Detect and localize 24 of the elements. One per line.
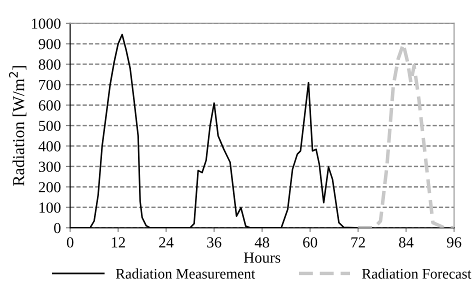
y-tick-label: 300 (38, 162, 61, 172)
x-tick-label: 36 (207, 237, 222, 248)
legend-label: Radiation Forecast (362, 268, 472, 279)
y-tick-label: 900 (38, 38, 61, 50)
y-tick-label: 700 (39, 80, 61, 90)
x-tick-label: 0 (66, 237, 74, 248)
x-tick-label: 96 (446, 237, 462, 248)
y-tick-label: 800 (38, 59, 61, 70)
y-tick-label: 200 (38, 182, 61, 192)
x-tick-label: 12 (112, 237, 125, 248)
x-tick-label: 60 (303, 237, 318, 248)
legend-label: Radiation Measurement (116, 268, 256, 279)
y-tick-label: 1000 (32, 18, 61, 29)
y-axis-title: Radiation [W/m$^{2}$] (9, 66, 26, 186)
x-tick-label: 48 (254, 237, 270, 248)
y-tick-label: 600 (38, 100, 61, 111)
x-axis-title: Hours (244, 252, 280, 263)
x-tick-label: 72 (351, 237, 365, 248)
y-tick-label: 400 (38, 141, 61, 152)
y-tick-label: 500 (39, 120, 61, 132)
x-tick-label: 84 (399, 237, 414, 248)
y-tick-label: 0 (54, 222, 61, 234)
y-tick-label: 100 (40, 202, 61, 213)
x-tick-label: 24 (159, 237, 174, 248)
